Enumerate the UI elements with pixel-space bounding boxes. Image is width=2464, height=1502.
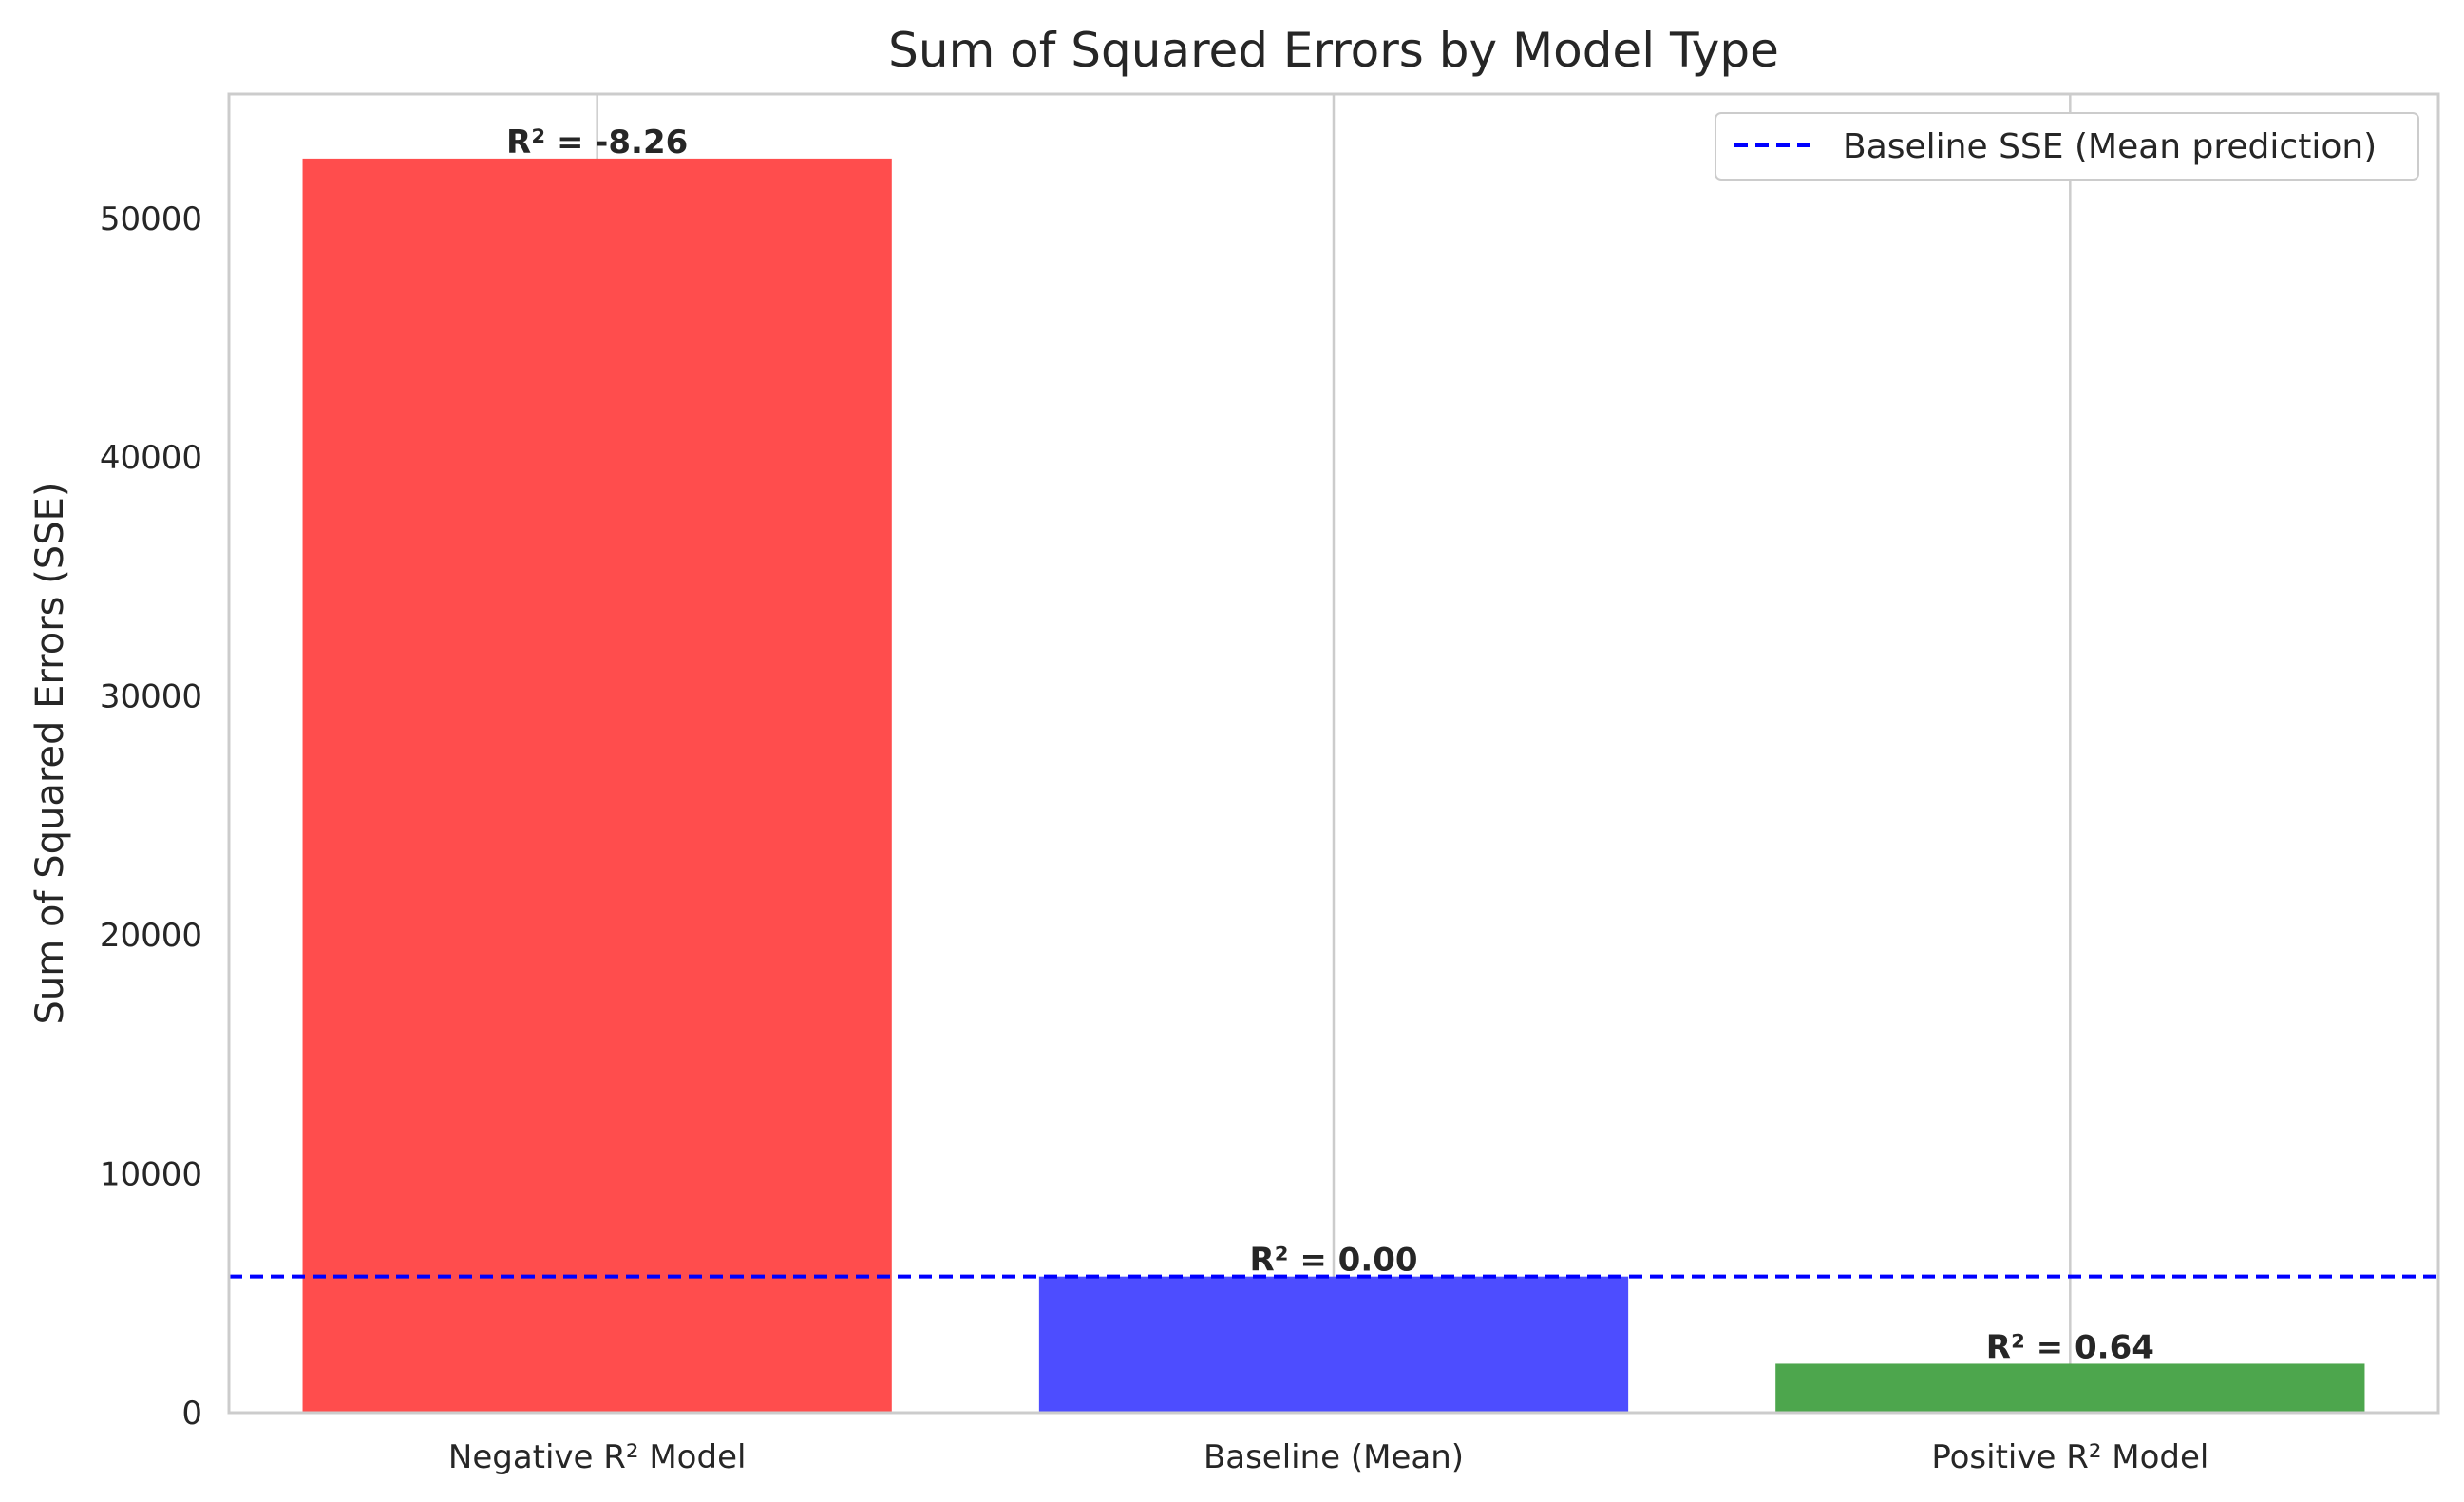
- x-tick-label: Baseline (Mean): [1204, 1438, 1464, 1476]
- bar-value-label: R² = -8.26: [506, 124, 688, 162]
- bar-value-label: R² = 0.64: [1986, 1328, 2154, 1366]
- y-axis-label: Sum of Squared Errors (SSE): [28, 483, 72, 1025]
- y-tick-label: 0: [181, 1395, 202, 1433]
- plot-frame: [227, 92, 2440, 1415]
- y-tick-label: 20000: [100, 917, 202, 955]
- bars: [302, 158, 2365, 1413]
- bar: [1775, 1363, 2365, 1413]
- bar-labels: R² = -8.26 R² = 0.00 R² = 0.64: [506, 124, 2154, 1367]
- legend-box: [1715, 112, 2419, 181]
- y-tick-label: 40000: [100, 439, 202, 477]
- bar: [1038, 1276, 1629, 1413]
- chart-title: Sum of Squared Errors by Model Type: [888, 23, 1779, 78]
- legend: Baseline SSE (Mean prediction): [1715, 112, 2419, 181]
- x-tick-label: Negative R² Model: [448, 1438, 747, 1476]
- bar: [302, 158, 892, 1413]
- y-tick-label: 30000: [100, 678, 202, 716]
- y-axis-ticks: 0 10000 20000 30000 40000 50000: [100, 200, 202, 1433]
- x-axis-ticks: Negative R² Model Baseline (Mean) Positive…: [448, 1438, 2208, 1476]
- x-tick-label: Positive R² Model: [1931, 1438, 2208, 1476]
- bar-value-label: R² = 0.00: [1249, 1242, 1417, 1280]
- y-tick-label: 50000: [100, 200, 202, 238]
- legend-label: Baseline SSE (Mean prediction): [1843, 127, 2377, 166]
- y-tick-label: 10000: [100, 1156, 202, 1194]
